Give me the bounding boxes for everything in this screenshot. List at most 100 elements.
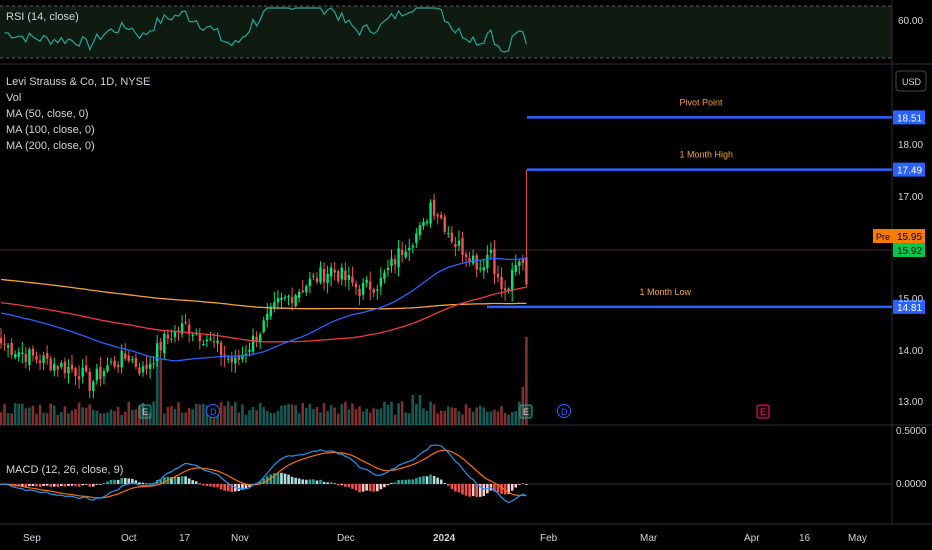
candle-body [493,248,496,274]
candle-body [35,355,38,360]
macd-histogram-bar [365,484,368,491]
macd-histogram-bar [518,484,521,485]
ma100-legend[interactable]: MA (100, close, 0) [6,124,95,136]
volume-bar [390,401,393,425]
macd-histogram-bar [173,476,177,484]
macd-histogram-bar [368,484,372,492]
level-price-tag [893,162,925,177]
dividend-marker[interactable] [557,404,571,418]
ma200-legend[interactable]: MA (200, close, 0) [6,140,95,152]
macd-histogram-bar [49,484,52,487]
level-price-tag [893,299,925,314]
volume-bar [0,412,3,425]
volume-bar [503,413,507,425]
candle-body [486,254,489,269]
volume-bar [507,414,510,425]
rsi-legend[interactable]: RSI (14, close) [6,11,79,23]
candle-body [124,353,127,359]
macd-histogram-bar [152,482,155,484]
candle-body [294,295,297,306]
volume-bar [92,410,95,425]
volume-bar [191,409,194,425]
volume-bar [234,401,237,425]
candle-body [315,278,319,282]
candle-body [138,367,141,374]
candle-body [308,278,312,286]
macd-histogram-bar [436,477,439,484]
macd-histogram-bar [439,479,443,484]
macd-histogram-bar [170,477,173,484]
candle-body [347,275,351,280]
volume-bar [525,337,528,425]
candle-body [415,233,418,243]
volume-bar [173,408,177,425]
volume-bar [226,401,230,425]
candle-body [489,249,493,253]
candle-body [10,342,13,355]
time-label: Mar [640,533,658,544]
candle-body [266,313,269,321]
macd-histogram-bar [21,484,24,487]
volume-bar [358,406,361,425]
macd-histogram-bar [205,484,209,487]
volume-bar [475,407,478,425]
candle-body [482,267,485,271]
macd-histogram-bar [184,476,187,484]
volume-bar [202,403,205,425]
earnings-marker[interactable] [756,404,770,419]
candle-body [241,355,244,360]
vol-legend[interactable]: Vol [6,92,22,104]
macd-legend[interactable]: MACD (12, 26, close, 9) [6,464,124,476]
macd-histogram-bar [273,473,276,484]
dividend-marker[interactable] [206,404,220,418]
candle-body [74,368,77,377]
macd-histogram-bar [464,484,468,496]
earnings-marker[interactable] [519,404,533,419]
candle-body [163,333,166,354]
volume-bar [447,406,450,425]
last-price-value: 15.92 [897,246,922,257]
macd-histogram-bar [447,484,450,486]
macd-histogram-bar [237,484,241,492]
macd-histogram-bar [422,476,425,484]
currency-button[interactable] [895,70,927,92]
candle-body [14,354,17,358]
ma50-legend[interactable]: MA (50, close, 0) [6,108,89,120]
volume-bar [305,407,308,425]
event-marker-letter: E [142,407,148,417]
earnings-marker[interactable] [138,404,152,419]
volume-bar [521,387,525,425]
volume-bar [294,405,297,425]
volume-bar [518,401,521,425]
candle-body [411,245,414,248]
time-label: Dec [337,533,355,544]
pre-price-tag [893,229,925,243]
volume-bar [262,407,265,425]
macd-histogram-bar [95,484,99,485]
symbol-title[interactable]: Levi Strauss & Co, 1D, NYSE [6,76,151,88]
volume-bar [379,408,383,425]
time-label: May [848,533,867,544]
volume-bar [269,412,273,425]
volume-bar [493,409,496,425]
candle-body [251,335,255,352]
price-axis[interactable]: 60.00 USD 18.00 17.00 15.00 14.00 13.00 … [873,16,927,490]
macd-histogram-bar [457,484,461,493]
macd-histogram-bar [493,484,496,492]
price-tick-label: 13.00 [898,397,923,408]
volume-bar [95,410,99,425]
candle-body [24,353,28,362]
candle-body [81,367,84,377]
macd-histogram-bar [319,479,322,484]
volume-bar [24,408,28,425]
candle-body [159,341,162,351]
volume-bar [301,403,305,425]
time-axis[interactable]: Sep Oct 17 Nov Dec 2024 Feb Mar Apr 16 M… [23,533,867,544]
macd-histogram-bar [468,484,471,497]
event-marker-letter: E [760,407,766,417]
macd-histogram-bar [379,484,383,490]
macd-histogram-bar [500,484,503,494]
volume-bar [450,407,454,425]
candle-body [503,288,507,291]
